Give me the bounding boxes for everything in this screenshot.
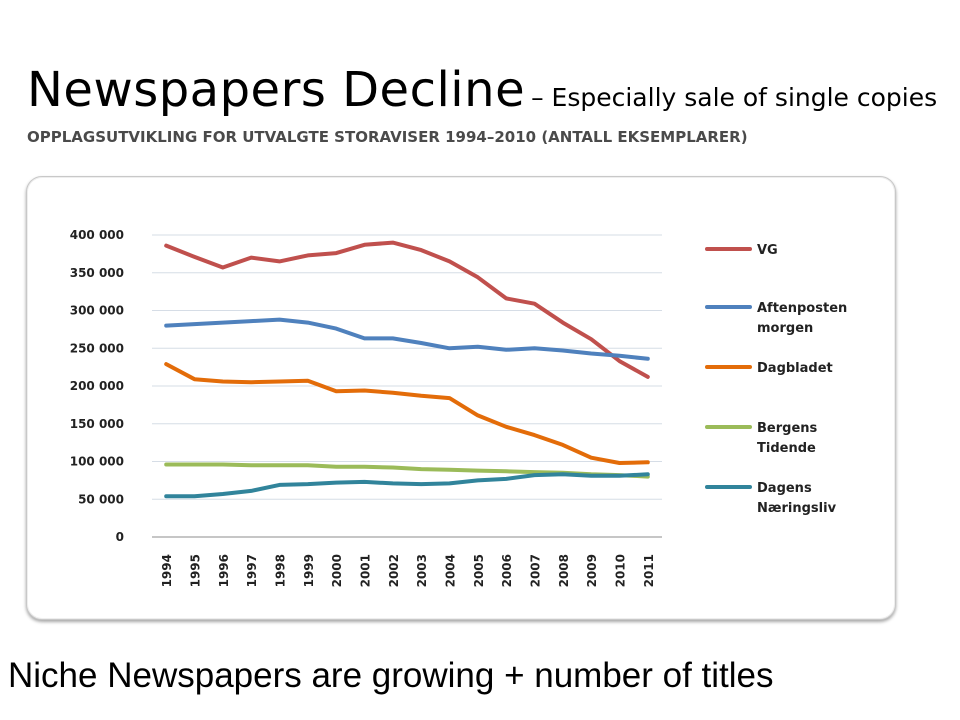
series-line-2 (164, 362, 650, 465)
legend-label: Tidende (757, 441, 816, 456)
y-tick-label: 250 000 (70, 341, 124, 355)
y-tick-label: 150 000 (70, 417, 124, 431)
x-tick-label: 1997 (245, 554, 259, 587)
x-tick-label: 1996 (217, 554, 231, 587)
legend-label: Dagens (757, 481, 812, 496)
line-chart: 0 50 000 100 000 150 000 200 000 250 000 300 0… (70, 228, 848, 587)
y-tick-label: 300 000 (70, 304, 124, 318)
x-tick-label: 2007 (529, 554, 543, 587)
x-tick-label: 2010 (614, 554, 628, 587)
slide-title-main: Newspapers Decline (27, 62, 526, 118)
x-tick-label: 1994 (160, 554, 174, 587)
legend-label: Aftenposten (757, 301, 847, 316)
x-tick-label: 2000 (330, 554, 344, 587)
x-tick-label: 2008 (557, 554, 571, 587)
legend-label: morgen (757, 321, 813, 336)
x-tick-label: 2005 (472, 554, 486, 587)
chart-title: OPPLAGSUTVIKLING FOR UTVALGTE STORAVISER… (27, 128, 748, 146)
x-tick-label: 2002 (387, 554, 401, 587)
x-tick-label: 1999 (302, 554, 316, 587)
series-line-0 (164, 240, 650, 379)
x-tick-label: 2011 (642, 554, 656, 587)
legend-label: Dagbladet (757, 361, 833, 376)
x-tick-label: 1995 (189, 554, 203, 587)
x-tick-label: 2004 (444, 554, 458, 587)
legend-label: Bergens (757, 421, 818, 436)
x-tick-label: 2006 (500, 554, 514, 587)
series-line-1 (164, 317, 650, 361)
x-tick-label: 1998 (274, 554, 288, 587)
legend-label: VG (757, 243, 778, 258)
chart-panel: 0 50 000 100 000 150 000 200 000 250 000 300 0… (26, 176, 896, 620)
y-tick-label: 350 000 (70, 266, 124, 280)
x-tick-label: 2003 (415, 554, 429, 587)
x-tick-label: 2001 (359, 554, 373, 587)
y-tick-label: 200 000 (70, 379, 124, 393)
y-tick-label: 100 000 (70, 455, 124, 469)
y-tick-label: 50 000 (78, 492, 124, 506)
y-tick-label: 400 000 (70, 228, 124, 242)
slide-title-subtitle: – Especially sale of single copies (531, 83, 938, 112)
legend-label: Næringsliv (757, 501, 837, 516)
y-tick-label: 0 (116, 530, 124, 544)
series-line-4 (164, 472, 650, 499)
slide-title: Newspapers Decline – Especially sale of s… (27, 62, 937, 118)
footer-caption: Niche Newspapers are growing + number of… (8, 656, 774, 695)
x-tick-label: 2009 (585, 554, 599, 587)
